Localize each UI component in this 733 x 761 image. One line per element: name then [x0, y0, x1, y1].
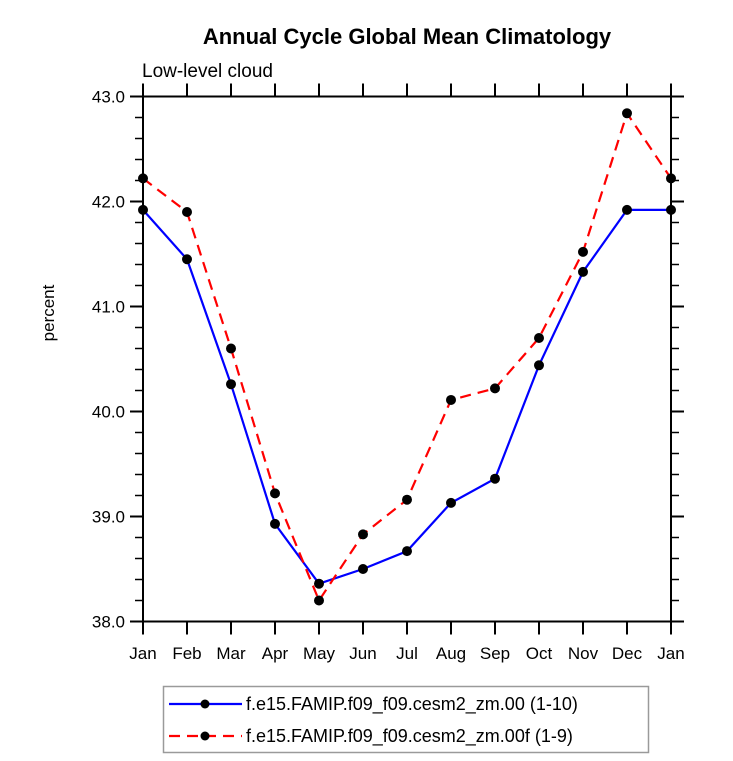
data-point-marker — [490, 383, 500, 394]
data-point-marker — [138, 204, 148, 215]
x-tick-label: Jun — [349, 644, 376, 663]
y-tick-label: 41.0 — [92, 298, 125, 317]
x-tick-label: Apr — [262, 644, 289, 663]
data-point-marker — [314, 595, 324, 606]
legend-label-series-1: f.e15.FAMIP.f09_f09.cesm2_zm.00f (1-9) — [246, 726, 573, 747]
data-point-marker — [270, 518, 280, 529]
data-point-marker — [490, 473, 500, 484]
x-tick-label: Oct — [526, 644, 553, 663]
data-point-marker — [358, 564, 368, 574]
data-point-marker — [534, 333, 544, 343]
data-point-marker — [182, 254, 192, 265]
data-point-marker — [270, 488, 280, 499]
data-point-marker — [622, 204, 632, 215]
x-tick-label: May — [303, 644, 336, 663]
plot-area: Jan Feb Mar Apr May Jun Jul Aug Sep Oct Nov Dec Jan3… — [92, 83, 685, 663]
data-point-marker — [226, 379, 236, 390]
data-point-marker — [138, 173, 148, 184]
x-tick-label: Sep — [480, 644, 510, 663]
series-line-0 — [142, 208, 671, 585]
x-tick-label: Jan — [129, 644, 156, 663]
axis-frame — [142, 95, 672, 623]
y-tick-label: 42.0 — [92, 193, 125, 212]
data-point-marker — [578, 246, 588, 257]
y-tick-label: 39.0 — [92, 508, 125, 527]
y-tick-label: 40.0 — [92, 403, 125, 422]
data-point-marker — [182, 207, 192, 217]
legend-sample-marker-icon — [200, 731, 210, 741]
y-axis-title: percent — [39, 284, 58, 341]
y-tick-label: 43.0 — [92, 88, 125, 107]
data-point-marker — [666, 173, 676, 184]
chart-title: Annual Cycle Global Mean Climatology — [203, 24, 612, 49]
data-point-marker — [446, 394, 456, 405]
data-point-marker — [402, 546, 412, 557]
data-point-marker — [314, 578, 324, 589]
data-point-marker — [534, 360, 544, 371]
data-point-marker — [402, 494, 412, 505]
legend-label-series-0: f.e15.FAMIP.f09_f09.cesm2_zm.00 (1-10) — [246, 694, 578, 715]
y-tick-label: 38.0 — [92, 613, 125, 632]
data-point-marker — [622, 108, 632, 119]
x-tick-label: Nov — [568, 644, 599, 663]
legend: f.e15.FAMIP.f09_f09.cesm2_zm.00 (1-10) f… — [162, 685, 650, 754]
x-tick-label: Aug — [436, 644, 466, 663]
data-point-marker — [578, 266, 588, 277]
data-point-marker — [446, 497, 456, 508]
x-tick-label: Jan — [657, 644, 684, 663]
legend-box — [162, 685, 650, 754]
x-tick-label: Mar — [216, 644, 246, 663]
data-point-marker — [226, 343, 236, 354]
x-tick-label: Dec — [612, 644, 643, 663]
x-tick-label: Feb — [172, 644, 201, 663]
chart-subtitle: Low-level cloud — [142, 61, 273, 82]
data-point-marker — [358, 529, 368, 540]
x-tick-label: Jul — [396, 644, 418, 663]
legend-sample-marker-icon — [200, 699, 210, 709]
data-point-marker — [666, 204, 676, 215]
